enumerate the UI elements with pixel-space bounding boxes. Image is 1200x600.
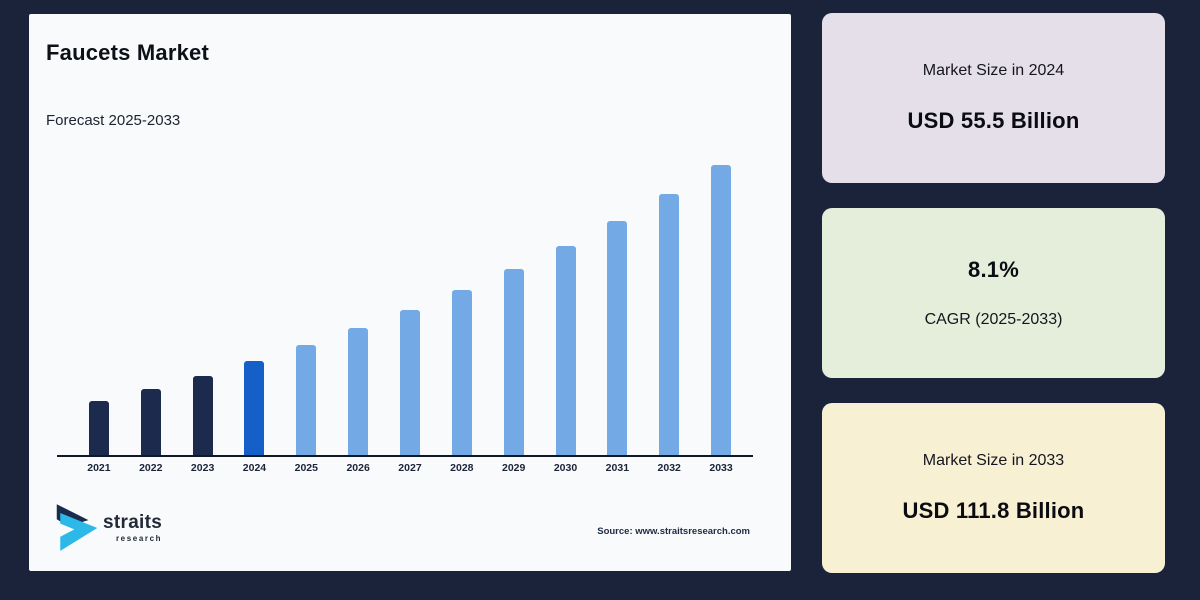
market-size-2024-card-value: USD 55.5 Billion xyxy=(907,108,1080,133)
forecast-subtitle: Forecast 2025-2033 xyxy=(46,112,181,129)
cagr-card: 8.1% CAGR (2025-2033) xyxy=(822,208,1165,378)
x-tick-2031: 2031 xyxy=(605,462,630,474)
x-tick-2028: 2028 xyxy=(450,462,474,474)
bar-slot-2033 xyxy=(695,165,747,455)
straits-logo-icon xyxy=(56,504,98,551)
bar-2025 xyxy=(296,345,317,455)
bar-2021 xyxy=(88,401,109,455)
bar-2023 xyxy=(192,376,213,455)
x-tick-2033: 2033 xyxy=(709,462,733,474)
x-tick-2030: 2030 xyxy=(553,462,578,474)
straits-research-logo: straits research xyxy=(55,503,162,553)
market-size-2024-card: Market Size in 2024 USD 55.5 Billion xyxy=(822,13,1165,183)
logo-subtitle: research xyxy=(115,534,163,543)
bar-chart: 2021 2022 2023 2024 2025 2026 2027 2028 2029 2030… xyxy=(57,155,753,474)
market-size-2033-card-label: Market Size in 2033 xyxy=(922,452,1065,469)
x-tick-2025: 2025 xyxy=(294,462,318,474)
chart-card: Faucets Market Forecast 2025-2033 2021 20… xyxy=(29,14,791,571)
x-labels-row: 2021 2022 2023 2024 2025 2026 2027 2028 2029 2030… xyxy=(57,457,753,474)
bar-2030 xyxy=(555,246,576,455)
bar-2024 xyxy=(244,361,265,455)
x-axis-line xyxy=(57,455,753,457)
bar-slot-2023 xyxy=(177,376,229,455)
bar-2027 xyxy=(399,310,420,455)
x-tick-2026: 2026 xyxy=(346,462,370,474)
bar-2028 xyxy=(451,290,472,455)
x-tick-2022: 2022 xyxy=(139,462,163,474)
market-size-2024-card-label: Market Size in 2024 xyxy=(922,62,1065,79)
bar-slot-2030 xyxy=(540,246,592,455)
bar-2033 xyxy=(711,165,732,455)
bar-slot-2031 xyxy=(591,221,643,455)
bar-slot-2021 xyxy=(73,401,125,455)
bar-slot-2022 xyxy=(125,389,177,455)
bar-2022 xyxy=(140,389,161,455)
x-tick-2027: 2027 xyxy=(398,462,422,474)
x-tick-2032: 2032 xyxy=(657,462,681,474)
bar-slot-2025 xyxy=(280,345,332,455)
bar-slot-2029 xyxy=(488,269,540,455)
bar-2031 xyxy=(607,221,628,455)
cagr-card-value: 8.1% xyxy=(968,257,1019,282)
bar-slot-2028 xyxy=(436,290,488,455)
bar-slot-2032 xyxy=(643,194,695,455)
page-title: Faucets Market xyxy=(46,40,209,65)
market-size-2033-card-value: USD 111.8 Billion xyxy=(902,498,1085,523)
x-tick-2024: 2024 xyxy=(242,462,267,474)
bars-row xyxy=(57,155,753,455)
x-tick-2023: 2023 xyxy=(190,462,215,474)
logo-name: straits xyxy=(103,512,163,533)
bar-slot-2026 xyxy=(332,328,384,455)
bar-2032 xyxy=(659,194,680,455)
source-attribution: Source: www.straitsresearch.com xyxy=(597,526,750,537)
bar-slot-2024 xyxy=(229,361,281,455)
bar-2026 xyxy=(348,328,369,455)
bar-2029 xyxy=(503,269,524,455)
x-tick-2021: 2021 xyxy=(87,462,111,474)
stat-card-column: Market Size in 2024 USD 55.5 Billion 8.1% C… xyxy=(822,13,1165,573)
logo-text: straits research xyxy=(103,513,162,543)
bar-slot-2027 xyxy=(384,310,436,455)
x-tick-2029: 2029 xyxy=(501,462,526,474)
cagr-card-label: CAGR (2025-2033) xyxy=(924,311,1063,328)
market-size-2033-card: Market Size in 2033 USD 111.8 Billion xyxy=(822,403,1165,573)
